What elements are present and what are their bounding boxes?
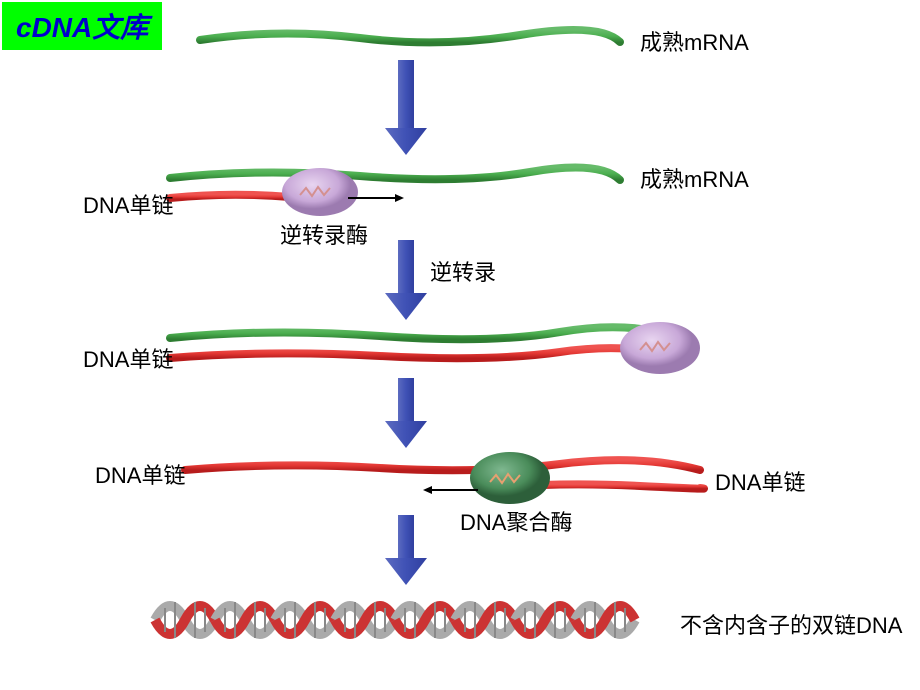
label-final-product: 不含内含子的双链DNA [680,608,902,640]
label-dna-single-1: DNA单链 [83,188,173,220]
label-mature-mrna-2: 成熟mRNA [640,162,749,194]
label-dna-single-4: DNA单链 [715,465,805,497]
arrow-2 [385,240,427,320]
stage-3-hybrid-complete [170,322,700,374]
arrow-4 [385,515,427,585]
stage-5-double-helix [155,602,635,638]
stage-1-mrna [200,30,620,42]
arrow-3 [385,378,427,448]
label-dna-single-2: DNA单链 [83,342,173,374]
arrow-1 [385,60,427,155]
label-reverse-transcriptase: 逆转录酶 [280,218,368,250]
label-dna-single-3: DNA单链 [95,458,185,490]
stage-2-reverse-transcription [170,168,620,217]
stage-4-dna-polymerase [185,452,704,504]
label-reverse-transcription: 逆转录 [430,255,496,287]
label-mature-mrna-1: 成熟mRNA [640,25,749,57]
label-dna-polymerase: DNA聚合酶 [460,505,572,537]
